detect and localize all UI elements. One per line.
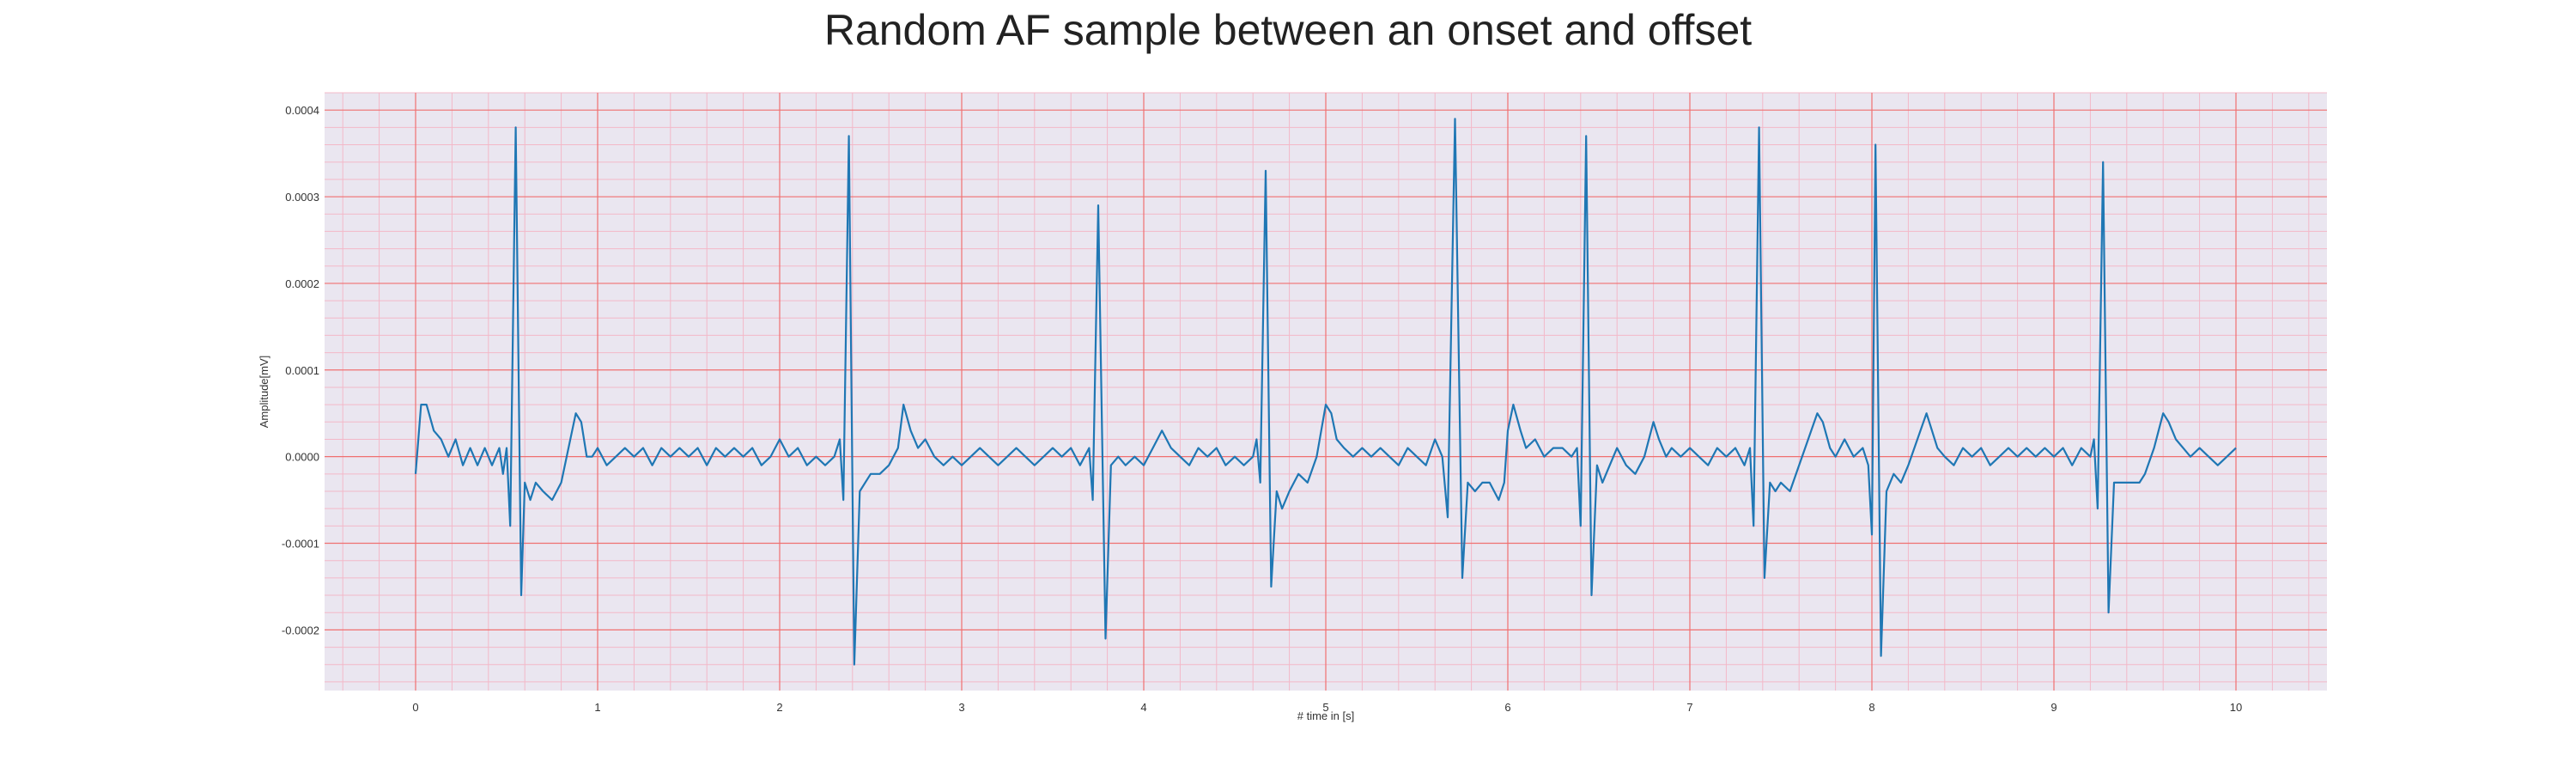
chart-title: Random AF sample between an onset and of… — [823, 6, 1753, 54]
y-axis-label: Amplitude[mV] — [258, 356, 270, 429]
y-tick-label: 0.0002 — [285, 277, 319, 290]
x-tick-label: 9 — [2050, 701, 2057, 714]
x-tick-label: 0 — [412, 701, 418, 714]
x-tick-labels: 0 1 2 3 4 5 6 7 8 9 10 — [412, 701, 2242, 714]
x-tick-label: 3 — [958, 701, 964, 714]
y-tick-label: -0.0001 — [282, 538, 319, 551]
x-tick-label: 7 — [1686, 701, 1692, 714]
y-tick-label: 0.0003 — [285, 191, 319, 204]
y-tick-label: 0.0004 — [285, 104, 319, 117]
ecg-series-line — [414, 118, 2237, 666]
y-tick-labels: -0.0002 -0.0001 0.0000 0.0001 0.0002 0.0003 0.… — [282, 104, 319, 636]
x-tick-label: 4 — [1140, 701, 1146, 714]
y-tick-label: -0.0002 — [282, 624, 319, 636]
x-tick-label: 1 — [594, 701, 600, 714]
x-tick-label: 10 — [2230, 701, 2242, 714]
major-grid — [325, 93, 2327, 691]
x-tick-label: 2 — [776, 701, 782, 714]
x-tick-label: 5 — [1322, 701, 1328, 714]
series-layer — [414, 118, 2237, 666]
y-tick-label: 0.0001 — [285, 364, 319, 377]
y-tick-label: 0.0000 — [285, 451, 319, 464]
x-axis-label: # time in [s] — [1297, 709, 1354, 722]
x-tick-label: 8 — [1868, 701, 1874, 714]
x-tick-label: 6 — [1504, 701, 1510, 714]
